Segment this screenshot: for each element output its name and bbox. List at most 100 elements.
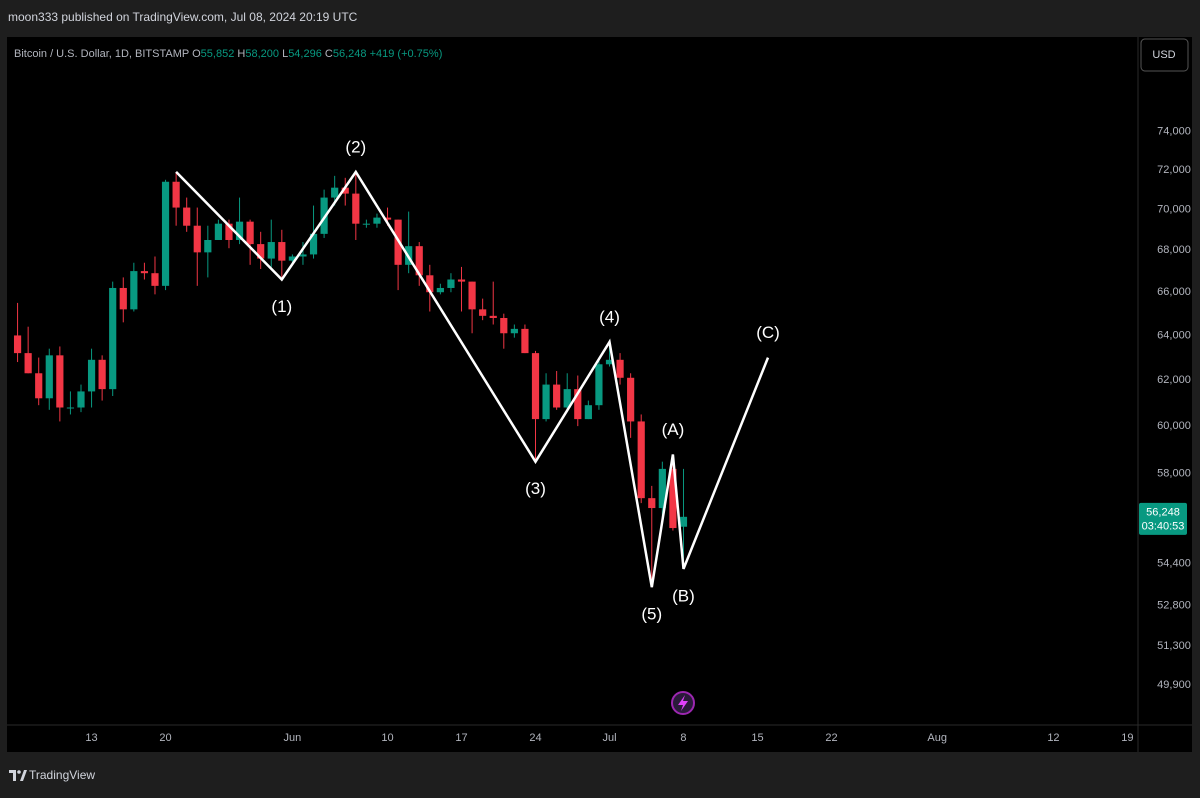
candle-body	[383, 217, 392, 220]
published-line: moon333 published on TradingView.com, Ju…	[8, 10, 358, 24]
y-tick-label: 68,000	[1157, 244, 1191, 256]
candle-body	[627, 377, 635, 422]
ohlc-value: 56,248	[333, 48, 367, 60]
wave-label: (3)	[525, 479, 546, 498]
y-tick-label: 54,400	[1157, 558, 1191, 570]
candle-body	[648, 498, 656, 509]
x-tick-label: 22	[825, 732, 837, 744]
x-tick-label: Jun	[284, 732, 302, 744]
candle-body	[679, 516, 688, 527]
wave-label: (B)	[672, 586, 695, 605]
y-tick-label: 70,000	[1157, 203, 1191, 215]
change: +419 (+0.75%)	[370, 48, 443, 60]
candle-body	[468, 281, 476, 310]
ohlc-key: H	[237, 48, 245, 60]
candle-body	[130, 271, 138, 310]
candle-body	[605, 359, 614, 365]
candle-body	[584, 405, 592, 420]
candle-body	[521, 328, 529, 354]
candle-body	[637, 421, 645, 499]
x-tick-label: Aug	[927, 732, 947, 744]
ohlc-key: C	[325, 48, 333, 60]
candle-body	[373, 217, 381, 224]
brand-logo	[9, 770, 27, 781]
candle-body	[574, 389, 582, 420]
candle-body	[415, 246, 423, 276]
candle-body	[553, 384, 561, 408]
candle-body	[352, 193, 360, 224]
candle-body	[151, 273, 159, 286]
logo-shape	[9, 770, 16, 781]
wave-label: (A)	[662, 420, 685, 439]
countdown: 03:40:53	[1142, 521, 1185, 533]
candle-body	[658, 468, 666, 509]
x-tick-label: 12	[1047, 732, 1059, 744]
candle-body	[299, 254, 307, 257]
candle-body	[479, 309, 487, 316]
x-tick-label: 20	[159, 732, 171, 744]
candle-body	[436, 287, 444, 293]
candle-body	[457, 279, 466, 282]
candle-body	[267, 242, 275, 259]
candle-body	[204, 239, 212, 253]
candle-body	[257, 244, 265, 259]
y-tick-label: 51,300	[1157, 640, 1191, 652]
y-tick-label: 52,800	[1157, 600, 1191, 612]
symbol-legend: Bitcoin / U.S. Dollar, 1D, BITSTAMP O55,…	[14, 48, 442, 60]
x-tick-label: 8	[680, 732, 686, 744]
brand: TradingView	[29, 768, 95, 782]
ohlc-key: L	[282, 48, 288, 60]
logo-dot	[17, 770, 21, 774]
x-tick-label: 13	[85, 732, 97, 744]
ohlc-value: 54,296	[288, 48, 322, 60]
candle-body	[288, 256, 296, 261]
x-tick-label: 10	[381, 732, 393, 744]
candle-body	[214, 223, 222, 240]
candle-body	[45, 355, 53, 399]
candle-body	[119, 287, 127, 310]
y-tick-label: 66,000	[1157, 286, 1191, 298]
candle-body	[246, 221, 254, 245]
candle-body	[309, 233, 318, 255]
y-tick-label: 62,000	[1157, 374, 1191, 386]
candle-body	[447, 279, 455, 288]
y-tick-label: 74,000	[1157, 125, 1191, 137]
candle-body	[235, 221, 244, 240]
candle-body	[500, 317, 508, 334]
candle-body	[98, 359, 106, 390]
candle-body	[341, 187, 349, 194]
candle-body	[616, 359, 624, 378]
candle-body	[87, 359, 96, 392]
y-tick-label: 64,000	[1157, 329, 1191, 341]
plot-area	[13, 169, 770, 588]
candle-body	[542, 384, 550, 420]
y-tick-label: 72,000	[1157, 164, 1191, 176]
wave-label: (4)	[599, 308, 620, 327]
candle-body	[669, 468, 677, 529]
y-tick-label: 60,000	[1157, 420, 1191, 432]
price-badge	[1139, 502, 1187, 535]
x-tick-label: Jul	[602, 732, 616, 744]
candle-body	[24, 353, 32, 374]
candle-body	[531, 353, 540, 420]
candle-body	[426, 275, 434, 293]
candle-body	[362, 223, 370, 225]
currency-button[interactable]	[1140, 38, 1189, 72]
y-tick-label: 49,900	[1157, 679, 1191, 691]
wave-label: (5)	[641, 605, 662, 624]
wave-label: (2)	[345, 137, 366, 156]
wave-label: (C)	[756, 323, 780, 342]
candle-body	[109, 287, 117, 390]
y-tick-label: 58,000	[1157, 468, 1191, 480]
x-tick-label: 17	[455, 732, 467, 744]
candle-body	[161, 181, 170, 286]
x-tick-label: 24	[529, 732, 541, 744]
candle-body	[172, 181, 180, 208]
x-tick-label: 19	[1121, 732, 1133, 744]
candle-body	[225, 223, 233, 240]
candle-body	[563, 389, 571, 408]
candle-body	[183, 207, 191, 226]
currency[interactable]: USD	[1152, 49, 1175, 61]
candle-body	[66, 407, 75, 409]
